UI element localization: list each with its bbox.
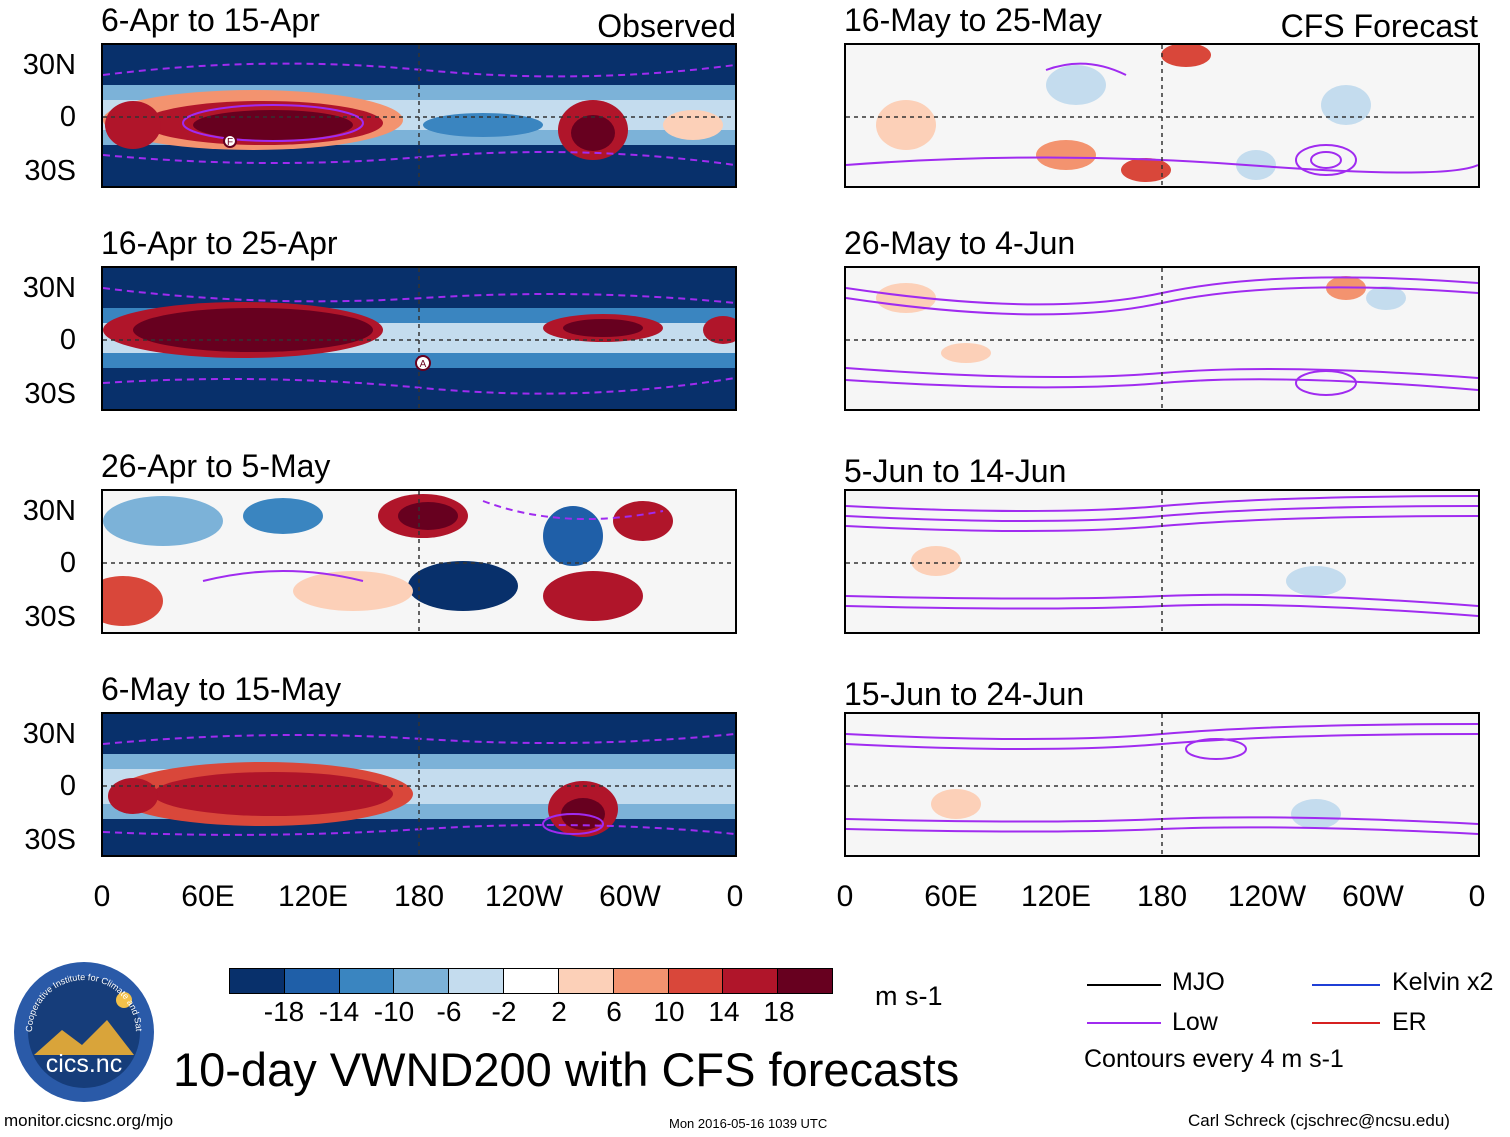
colorbar-tick-label: -18 <box>263 996 305 1027</box>
forecast-map-panel-2 <box>844 266 1480 411</box>
lon-label-120w: 120W <box>1227 880 1307 913</box>
colorbar-tick-label: 2 <box>551 996 567 1027</box>
marker-f: F <box>227 137 233 148</box>
lat-label-30n: 30N <box>22 49 76 81</box>
forecast-panel-1-title: 16-May to 25-May <box>844 2 1102 38</box>
lon-label-0: 0 <box>836 880 854 913</box>
lon-label-180: 180 <box>393 880 445 913</box>
lon-label-60w: 60W <box>1342 880 1404 913</box>
colorbar-segment <box>722 969 778 993</box>
lat-label-eq: 0 <box>59 101 76 133</box>
colorbar-segment <box>230 969 284 993</box>
lat-label-eq: 0 <box>59 324 76 356</box>
observed-map-panel-3 <box>101 489 737 634</box>
legend-swatch-er <box>1312 1022 1380 1024</box>
colorbar-tick-label: 10 <box>653 996 685 1027</box>
cics-logo: Cooperative Institute for Climate and Sa… <box>9 952 157 1105</box>
colorbar-tick-label: -10 <box>373 996 415 1027</box>
footer-timestamp: Mon 2016-05-16 1039 UTC <box>669 1116 828 1131</box>
colorbar-segment <box>777 969 832 993</box>
lon-label-0: 0 <box>93 880 111 913</box>
lat-label-30n: 30N <box>22 718 76 750</box>
forecast-map-panel-1 <box>844 43 1480 188</box>
colorbar-segment <box>393 969 449 993</box>
observed-map-panel-1: F <box>101 43 737 188</box>
observed-map-panel-4 <box>101 712 737 857</box>
observed-panel-4-title: 6-May to 15-May <box>101 671 342 707</box>
lat-label-30s: 30S <box>24 378 76 410</box>
forecast-map-panel-4 <box>844 712 1480 857</box>
footer-url[interactable]: monitor.cicsnc.org/mjo <box>4 1111 174 1130</box>
legend-label-mjo: MJO <box>1172 968 1225 996</box>
legend-label-kelvin: Kelvin x2 <box>1392 968 1494 996</box>
lat-label-30s: 30S <box>24 601 76 633</box>
colorbar-segment <box>503 969 558 993</box>
colorbar-segment <box>283 969 339 993</box>
marker-a: A <box>420 359 427 370</box>
lat-label-eq: 0 <box>59 770 76 802</box>
observed-panel-3-title: 26-Apr to 5-May <box>101 448 331 484</box>
lon-label-120w: 120W <box>484 880 564 913</box>
lat-label-30n: 30N <box>22 272 76 304</box>
lon-label-120e: 120E <box>277 880 349 913</box>
lon-label-60e: 60E <box>924 880 978 913</box>
footer-credit: Carl Schreck (cjschrec@ncsu.edu) <box>1188 1111 1450 1130</box>
colorbar-segment <box>448 969 504 993</box>
forecast-panel-4-title: 15-Jun to 24-Jun <box>844 676 1085 712</box>
observed-label: Observed <box>597 8 736 44</box>
observed-panel-1-title: 6-Apr to 15-Apr <box>101 2 320 38</box>
legend-swatch-kelvin <box>1312 984 1380 986</box>
colorbar-tick-label: 6 <box>606 996 622 1027</box>
forecast-map-panel-3 <box>844 489 1480 634</box>
forecast-panel-2-title: 26-May to 4-Jun <box>844 225 1076 261</box>
main-title: 10-day VWND200 with CFS forecasts <box>173 1043 960 1096</box>
legend-note: Contours every 4 m s-1 <box>1084 1045 1344 1073</box>
lat-label-eq: 0 <box>59 547 76 579</box>
colorbar-tick-label: -6 <box>436 996 462 1027</box>
legend-label-er: ER <box>1392 1008 1427 1036</box>
colorbar-segment <box>338 969 394 993</box>
legend-swatch-mjo <box>1087 984 1161 986</box>
forecast-label: CFS Forecast <box>1280 8 1478 44</box>
lon-label-0: 0 <box>726 880 744 913</box>
colorbar-units: m s-1 <box>875 981 943 1011</box>
colorbar-tick-label: 18 <box>763 996 795 1027</box>
colorbar-segment <box>557 969 613 993</box>
forecast-panel-3-title: 5-Jun to 14-Jun <box>844 453 1067 489</box>
legend-swatch-low <box>1087 1022 1161 1024</box>
logo-text: cics.nc <box>46 1050 122 1078</box>
colorbar <box>229 968 833 994</box>
colorbar-segment <box>667 969 723 993</box>
lat-label-30s: 30S <box>24 824 76 856</box>
lon-label-60w: 60W <box>599 880 661 913</box>
lon-label-0: 0 <box>1468 880 1486 913</box>
lat-label-30n: 30N <box>22 495 76 527</box>
lon-label-180: 180 <box>1136 880 1188 913</box>
observed-map-panel-2: A <box>101 266 737 411</box>
lat-label-30s: 30S <box>24 155 76 187</box>
lon-label-120e: 120E <box>1020 880 1092 913</box>
observed-panel-2-title: 16-Apr to 25-Apr <box>101 225 338 261</box>
colorbar-tick-label: 14 <box>708 996 740 1027</box>
colorbar-segment <box>612 969 668 993</box>
legend-label-low: Low <box>1172 1008 1218 1036</box>
colorbar-tick-label: -14 <box>318 996 360 1027</box>
lon-label-60e: 60E <box>181 880 235 913</box>
colorbar-tick-label: -2 <box>491 996 517 1027</box>
